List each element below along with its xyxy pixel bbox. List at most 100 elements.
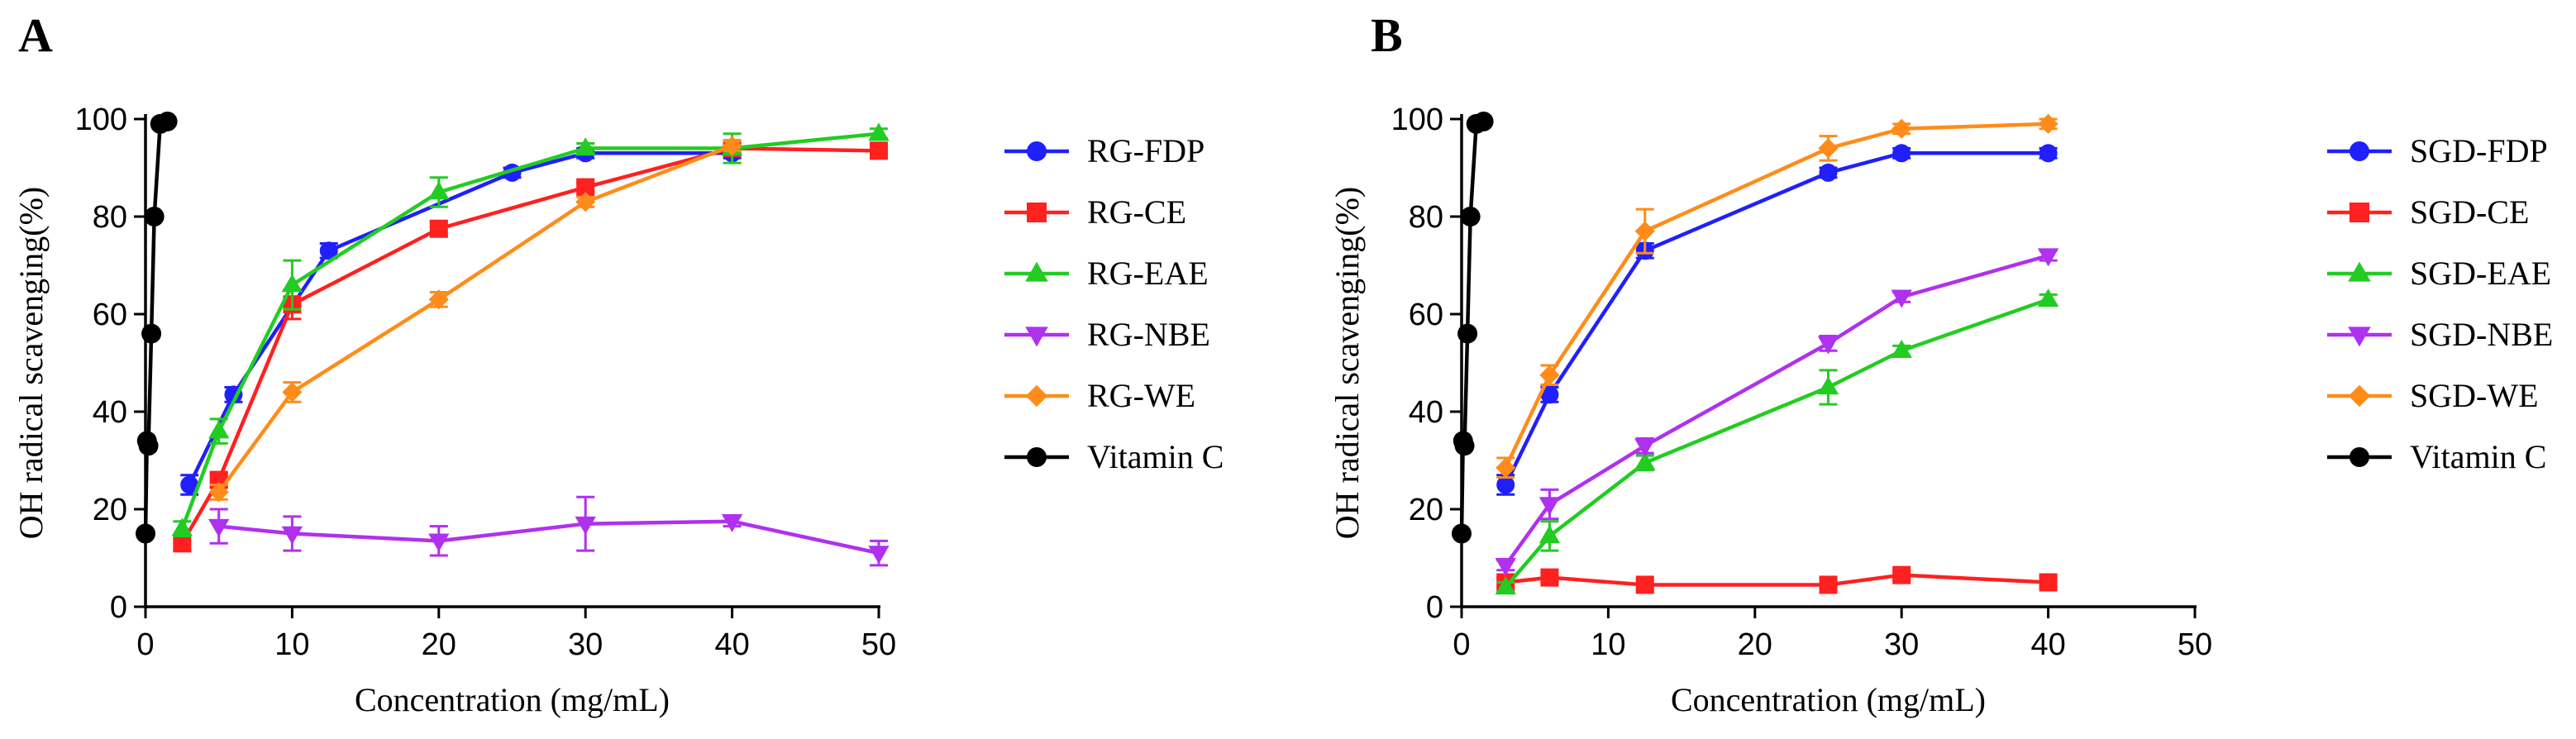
panel-letter: B <box>1371 8 1403 62</box>
series-rg-we <box>208 136 742 503</box>
legend-label: SGD-FDP <box>2410 132 2548 169</box>
data-point <box>1539 365 1560 385</box>
legend-item: Vitamin C <box>1004 438 1224 475</box>
x-axis-title: Concentration (mg/mL) <box>1671 681 1986 718</box>
legend-label: SGD-CE <box>2410 193 2529 231</box>
data-point <box>1819 163 1838 182</box>
series-sgd-ce <box>1496 565 2058 594</box>
data-point <box>282 382 303 403</box>
data-point <box>2039 144 2058 163</box>
data-point <box>180 475 199 494</box>
series-rg-fdp <box>180 144 742 496</box>
series-rg-ce <box>173 139 888 553</box>
legend-item: RG-WE <box>1004 377 1195 414</box>
data-point <box>1891 340 1912 359</box>
y-tick-label: 40 <box>1409 395 1443 430</box>
data-point <box>1892 144 1911 163</box>
legend-item: RG-NBE <box>1004 316 1210 353</box>
series-sgd-we <box>1496 113 2058 479</box>
data-point <box>1635 575 1654 594</box>
series-sgd-fdp <box>1496 144 2058 496</box>
legend-item: RG-CE <box>1004 193 1186 231</box>
legend-marker <box>2349 203 2369 222</box>
chart-panel-a: A 0 20 40 60 80 100 0 10 20 30 40 50 Concentration (m… <box>12 8 1224 718</box>
data-point <box>281 274 303 293</box>
series-sgd-eae <box>1495 288 2059 595</box>
data-point <box>1540 385 1559 404</box>
data-point <box>171 517 193 536</box>
legend-label: RG-EAE <box>1087 255 1209 292</box>
data-point <box>1817 336 1839 355</box>
series-line <box>1504 122 2049 469</box>
x-tick-label: 50 <box>861 627 896 662</box>
x-tick-label: 40 <box>2030 627 2065 662</box>
data-point <box>141 323 162 344</box>
data-point <box>208 482 229 503</box>
data-point <box>428 289 449 310</box>
data-point <box>1634 221 1655 241</box>
legend-marker <box>1025 261 1048 282</box>
data-point <box>868 122 890 141</box>
legend-marker <box>2349 141 2369 161</box>
data-point <box>1496 457 1516 478</box>
legend-marker <box>2348 384 2371 408</box>
data-point <box>428 533 450 552</box>
legend-marker <box>1025 327 1048 347</box>
x-tick-label: 0 <box>136 627 154 662</box>
data-point <box>281 526 303 545</box>
legend-label: RG-CE <box>1087 193 1186 231</box>
x-tick-label: 40 <box>714 627 749 662</box>
y-tick-label: 20 <box>1409 493 1443 527</box>
data-point <box>208 420 230 439</box>
legend-marker <box>1027 141 1047 161</box>
x-tick-label: 0 <box>1453 627 1470 662</box>
data-point <box>1891 118 1912 139</box>
y-tick-label: 60 <box>93 298 127 332</box>
x-tick-label: 10 <box>1591 627 1625 662</box>
data-point <box>2037 288 2059 308</box>
data-point <box>575 516 596 535</box>
data-point <box>576 178 595 197</box>
data-point <box>1452 523 1472 544</box>
data-point <box>173 534 192 553</box>
data-point <box>2037 248 2059 267</box>
legend-label: SGD-WE <box>2410 377 2539 414</box>
data-point <box>1817 376 1839 395</box>
legend-marker <box>2349 447 2369 467</box>
data-point <box>1818 138 1839 159</box>
x-axis-title: Concentration (mg/mL) <box>355 681 670 718</box>
data-point <box>429 219 448 238</box>
data-point <box>575 192 596 212</box>
series-sgd-nbe <box>1495 248 2059 577</box>
legend-item: RG-FDP <box>1004 132 1205 169</box>
legend-item: Vitamin C <box>2327 438 2546 475</box>
y-tick-label: 60 <box>1409 298 1443 332</box>
series-vitamin-c <box>136 111 178 544</box>
series-vitamin-c <box>1452 111 1494 544</box>
data-point <box>1819 575 1838 594</box>
legend-item: SGD-FDP <box>2327 132 2548 169</box>
series-line <box>1504 151 2049 486</box>
legend-marker <box>2348 327 2371 347</box>
data-point <box>157 111 178 131</box>
legend-item: SGD-CE <box>2327 193 2529 231</box>
legend-label: RG-FDP <box>1087 132 1205 169</box>
legend-label: Vitamin C <box>2410 438 2546 475</box>
series-line <box>180 131 880 530</box>
data-point <box>868 546 890 565</box>
series-line <box>188 151 732 486</box>
legend-marker <box>1027 203 1047 222</box>
y-tick-label: 80 <box>1409 200 1443 235</box>
series-line <box>180 146 880 545</box>
data-point <box>721 513 743 532</box>
data-point <box>136 523 155 544</box>
data-point <box>1540 568 1559 587</box>
y-tick-label: 100 <box>1391 103 1443 137</box>
series-rg-nbe <box>208 495 890 567</box>
legend-label: SGD-EAE <box>2410 255 2551 292</box>
x-tick-label: 30 <box>568 627 603 662</box>
panel-letter: A <box>18 8 53 62</box>
legend-item: SGD-EAE <box>2327 255 2551 292</box>
data-point <box>1538 525 1561 544</box>
series-line <box>1505 573 2049 587</box>
